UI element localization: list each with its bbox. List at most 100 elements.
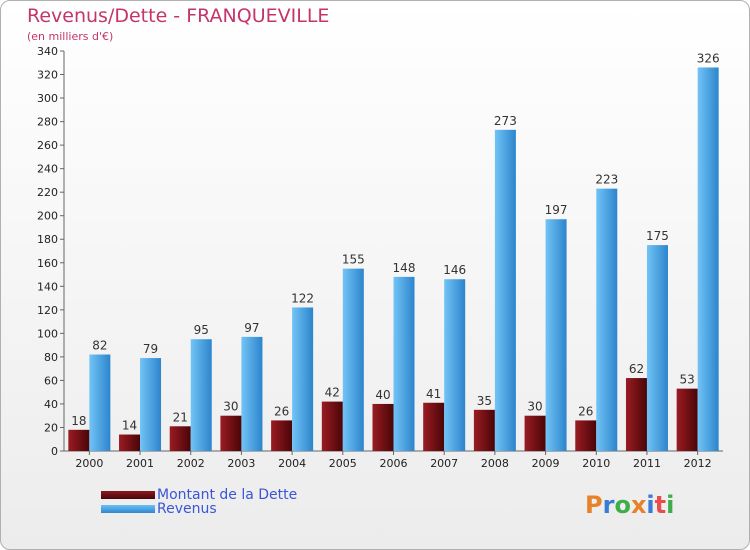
chart-subtitle: (en milliers d'€)	[27, 30, 114, 43]
y-tick-label: 240	[37, 163, 58, 176]
x-tick-label: 2000	[75, 457, 103, 470]
bar-debt	[473, 409, 495, 451]
logo-letter: t	[654, 491, 667, 519]
bar-debt	[524, 415, 546, 451]
legend-label-debt: Montant de la Dette	[157, 487, 298, 503]
bar-revenue	[697, 67, 719, 452]
legend-swatch-debt	[101, 491, 155, 499]
bar-debt	[169, 426, 191, 451]
legend-label-revenue: Revenus	[157, 501, 217, 517]
bar-revenue	[241, 336, 263, 451]
data-label-revenue: 97	[244, 321, 259, 335]
legend-item-revenue: Revenus	[101, 501, 217, 517]
data-label-revenue: 82	[92, 339, 107, 353]
y-tick-label: 0	[51, 445, 58, 458]
y-tick-label: 20	[44, 421, 58, 434]
bar-debt	[423, 402, 445, 451]
x-tick-label: 2008	[481, 457, 509, 470]
bar-revenue	[494, 129, 516, 451]
bar-debt	[575, 420, 597, 451]
legend-swatch-revenue	[101, 505, 155, 513]
y-tick-label: 40	[44, 398, 58, 411]
x-tick-label: 2012	[684, 457, 712, 470]
data-label-revenue: 155	[342, 253, 365, 267]
logo-letter: r	[602, 491, 615, 519]
data-label-debt: 41	[426, 387, 441, 401]
x-tick-label: 2003	[227, 457, 255, 470]
chart-title: Revenus/Dette - FRANQUEVILLE	[27, 5, 330, 27]
bar-revenue	[342, 268, 364, 451]
bar-revenue	[393, 276, 415, 451]
y-tick-label: 160	[37, 257, 58, 270]
data-label-debt: 26	[578, 404, 593, 418]
bar-debt	[220, 415, 242, 451]
bar-revenue	[140, 358, 162, 451]
bar-debt	[625, 378, 647, 451]
x-tick-label: 2007	[430, 457, 458, 470]
data-label-revenue: 79	[143, 342, 158, 356]
logo-letter: x	[630, 491, 647, 519]
data-label-debt: 53	[680, 373, 695, 387]
data-label-debt: 30	[223, 400, 238, 414]
y-tick-label: 220	[37, 186, 58, 199]
data-label-revenue: 197	[545, 203, 568, 217]
x-tick-label: 2009	[532, 457, 560, 470]
bar-debt	[119, 434, 141, 451]
data-label-revenue: 148	[393, 261, 416, 275]
bar-revenue	[545, 219, 567, 451]
data-label-debt: 21	[173, 410, 188, 424]
bar-revenue	[444, 279, 466, 451]
logo-letter: o	[614, 491, 631, 519]
logo-letter: i	[646, 491, 655, 519]
y-tick-label: 340	[37, 45, 58, 58]
bar-debt	[271, 420, 293, 451]
legend-item-debt: Montant de la Dette	[101, 487, 298, 503]
y-tick-label: 100	[37, 327, 58, 340]
bar-debt	[372, 403, 394, 451]
data-label-revenue: 175	[646, 229, 669, 243]
y-tick-label: 280	[37, 116, 58, 129]
data-label-revenue: 122	[291, 291, 314, 305]
data-label-revenue: 273	[494, 114, 517, 128]
bar-revenue	[190, 339, 212, 451]
x-tick-label: 2011	[633, 457, 661, 470]
y-tick-label: 320	[37, 69, 58, 82]
x-tick-label: 2010	[582, 457, 610, 470]
bar-revenue	[292, 307, 314, 451]
x-tick-label: 2004	[278, 457, 306, 470]
data-label-debt: 35	[477, 394, 492, 408]
data-label-debt: 26	[274, 404, 289, 418]
data-label-debt: 40	[375, 388, 390, 402]
bar-revenue	[646, 245, 668, 451]
bar-debt	[68, 429, 90, 451]
data-label-revenue: 146	[443, 263, 466, 277]
data-label-revenue: 223	[595, 173, 618, 187]
y-tick-label: 180	[37, 233, 58, 246]
data-label-debt: 30	[527, 400, 542, 414]
y-tick-label: 300	[37, 92, 58, 105]
logo-letter: i	[666, 491, 675, 519]
y-tick-label: 260	[37, 139, 58, 152]
proxiti-logo[interactable]: Proxiti	[585, 491, 674, 519]
x-tick-label: 2006	[380, 457, 408, 470]
x-tick-label: 2001	[126, 457, 154, 470]
y-tick-label: 80	[44, 351, 58, 364]
y-tick-label: 60	[44, 374, 58, 387]
x-tick-label: 2002	[177, 457, 205, 470]
x-tick-label: 2005	[329, 457, 357, 470]
logo-letter: P	[585, 491, 603, 519]
data-label-debt: 42	[325, 386, 340, 400]
y-tick-label: 120	[37, 304, 58, 317]
data-label-revenue: 326	[697, 51, 720, 65]
y-tick-label: 200	[37, 210, 58, 223]
bar-revenue	[596, 188, 618, 451]
data-label-revenue: 95	[194, 323, 209, 337]
bar-debt	[676, 388, 698, 451]
bar-debt	[321, 401, 343, 451]
data-label-debt: 14	[122, 419, 137, 433]
data-label-debt: 18	[71, 414, 86, 428]
y-tick-label: 140	[37, 280, 58, 293]
bar-revenue	[89, 354, 111, 451]
